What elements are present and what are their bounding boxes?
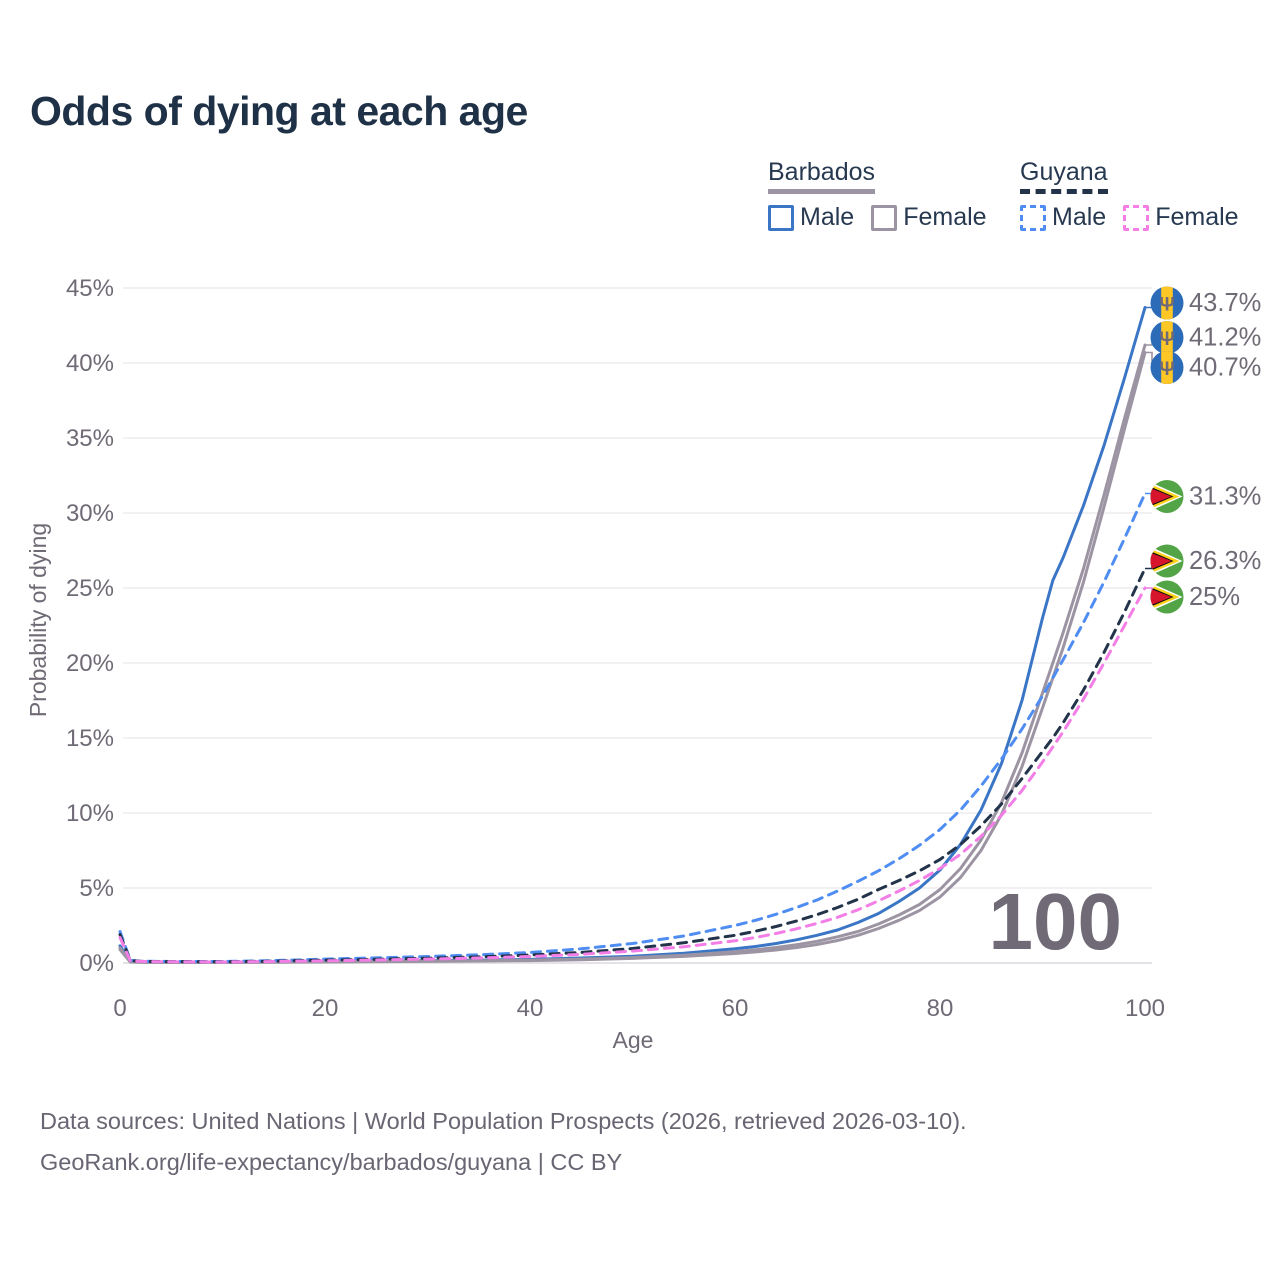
legend-label-barbados-female: Female xyxy=(903,203,987,231)
legend-title-barbados: Barbados xyxy=(768,158,876,194)
series-line-barbados-male[interactable] xyxy=(118,306,1147,964)
x-tick-label: 80 xyxy=(927,995,954,1022)
guyana-flag-icon xyxy=(1150,580,1184,614)
svg-text:Ψ: Ψ xyxy=(1159,359,1174,380)
data-sources-line: Data sources: United Nations | World Pop… xyxy=(40,1108,967,1134)
y-tick-label: 25% xyxy=(66,575,114,602)
end-value-label-guyana-male: 31.3% xyxy=(1189,483,1261,511)
end-value-label-guyana-female: 25% xyxy=(1189,583,1240,611)
legend-item-barbados-female[interactable]: Female xyxy=(871,203,987,232)
barbados-flag-icon: Ψ xyxy=(1150,351,1184,384)
svg-text:Ψ: Ψ xyxy=(1159,329,1174,350)
x-tick-label: 100 xyxy=(1125,995,1165,1022)
barbados-flag-icon: Ψ xyxy=(1150,286,1184,320)
x-tick-label: 60 xyxy=(722,995,749,1022)
y-tick-label: 15% xyxy=(66,725,114,752)
x-tick-label: 0 xyxy=(113,995,126,1022)
legend-item-guyana-male[interactable]: Male xyxy=(1020,203,1106,232)
end-value-label-barbados-male: 43.7% xyxy=(1189,289,1261,317)
y-tick-label: 10% xyxy=(66,800,114,827)
end-value-label-guyana-both: 26.3% xyxy=(1189,547,1261,575)
series-line-guyana-female[interactable] xyxy=(118,586,1147,964)
legend-group-barbados: Barbados Male Female xyxy=(768,158,987,232)
legend-title-guyana: Guyana xyxy=(1020,158,1108,194)
barbados-female-swatch-icon[interactable] xyxy=(871,204,898,231)
legend-label-guyana-male: Male xyxy=(1052,203,1107,231)
y-tick-label: 5% xyxy=(79,875,114,902)
attribution-line: GeoRank.org/life-expectancy/barbados/guy… xyxy=(40,1149,623,1175)
barbados-male-swatch-icon[interactable] xyxy=(768,204,794,231)
y-tick-label: 35% xyxy=(66,425,114,452)
guyana-male-swatch-icon[interactable] xyxy=(1020,204,1046,231)
guyana-female-swatch-icon[interactable] xyxy=(1123,204,1150,231)
legend-group-guyana: Guyana Male Female xyxy=(1020,158,1239,232)
x-tick-label: 40 xyxy=(517,995,544,1022)
y-tick-label: 0% xyxy=(79,950,114,977)
legend-label-barbados-male: Male xyxy=(800,203,855,231)
page-title: Odds of dying at each age xyxy=(30,88,528,134)
y-tick-label: 20% xyxy=(66,650,114,677)
hovered-age-watermark: 100 xyxy=(989,877,1122,966)
legend-label-guyana-female: Female xyxy=(1155,203,1239,231)
barbados-flag-icon: Ψ xyxy=(1150,321,1184,354)
series-line-barbados-female[interactable] xyxy=(118,351,1147,964)
footer: Data sources: United Nations | World Pop… xyxy=(40,1101,967,1183)
guyana-flag-icon xyxy=(1150,480,1184,513)
guyana-flag-icon xyxy=(1150,544,1184,578)
y-tick-label: 40% xyxy=(66,350,114,377)
legend-item-barbados-male[interactable]: Male xyxy=(768,203,854,232)
x-tick-label: 20 xyxy=(312,995,339,1022)
x-axis-title: Age xyxy=(613,1027,654,1053)
y-axis-title: Probability of dying xyxy=(25,523,51,717)
y-tick-label: 45% xyxy=(66,275,114,302)
svg-text:Ψ: Ψ xyxy=(1159,295,1174,316)
legend-item-guyana-female[interactable]: Female xyxy=(1123,203,1239,232)
y-tick-label: 30% xyxy=(66,500,114,527)
end-value-label-barbados-both: 41.2% xyxy=(1189,324,1261,352)
end-value-label-barbados-female: 40.7% xyxy=(1189,354,1261,382)
